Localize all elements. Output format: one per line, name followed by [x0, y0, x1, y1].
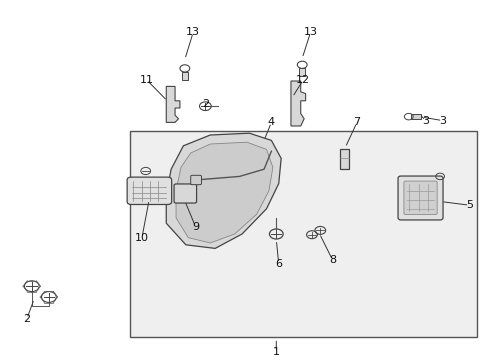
- Text: 3: 3: [438, 116, 445, 126]
- Polygon shape: [166, 133, 281, 248]
- Bar: [182, 72, 187, 80]
- Bar: [339, 149, 348, 169]
- Bar: [410, 114, 420, 119]
- Text: 7: 7: [353, 117, 360, 127]
- Text: 11: 11: [140, 75, 153, 85]
- Text: 1: 1: [272, 347, 279, 357]
- Text: 3: 3: [421, 116, 428, 126]
- Text: 13: 13: [303, 27, 317, 37]
- FancyBboxPatch shape: [127, 177, 171, 204]
- FancyBboxPatch shape: [403, 181, 436, 215]
- FancyBboxPatch shape: [190, 175, 201, 185]
- Bar: [129, 131, 476, 337]
- Text: 6: 6: [275, 258, 282, 269]
- Text: 13: 13: [186, 27, 200, 37]
- Text: 9: 9: [192, 222, 199, 232]
- Polygon shape: [290, 81, 305, 126]
- Text: 12: 12: [296, 75, 309, 85]
- FancyBboxPatch shape: [397, 176, 442, 220]
- Text: 5: 5: [465, 200, 472, 210]
- Text: 10: 10: [135, 233, 148, 243]
- Bar: [299, 68, 305, 76]
- Text: 2: 2: [23, 314, 30, 324]
- FancyBboxPatch shape: [174, 184, 196, 203]
- Polygon shape: [176, 142, 272, 243]
- Text: 8: 8: [328, 255, 335, 265]
- Text: 2: 2: [202, 99, 208, 109]
- Polygon shape: [166, 86, 180, 122]
- Text: 4: 4: [267, 117, 274, 127]
